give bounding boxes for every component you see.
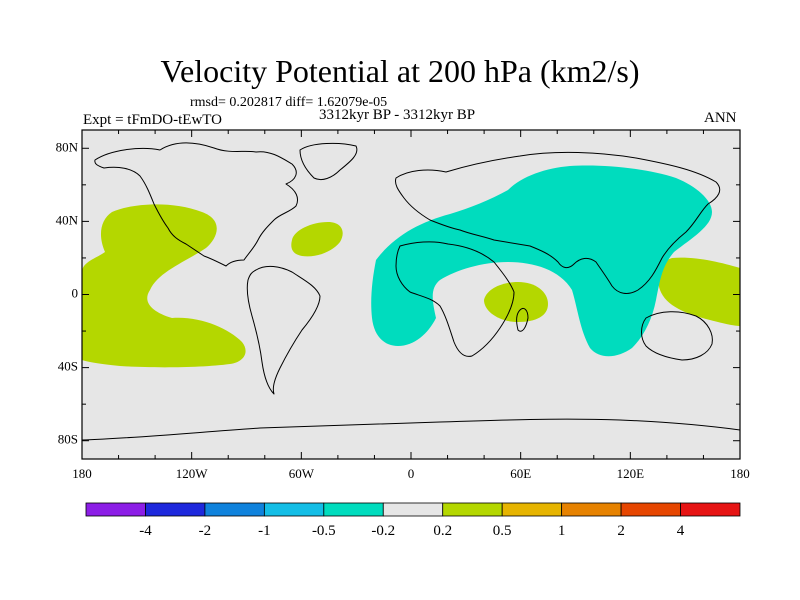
colorbar-swatch <box>501 502 563 517</box>
colorbar-swatch <box>204 502 265 517</box>
coast-north-america <box>94 142 299 267</box>
lon-label: 60W <box>289 466 315 481</box>
colorbar-label: 0.5 <box>493 523 512 539</box>
coast-eurasia <box>395 151 721 294</box>
region-positive-atlantic <box>291 222 343 257</box>
coast-greenland <box>299 142 358 181</box>
coastlines <box>81 142 741 441</box>
latitude-labels: 80N 40N 0 40S 80S <box>56 139 79 446</box>
colorbar-label: -2 <box>199 523 212 539</box>
colorbar-label: 0.2 <box>433 523 452 539</box>
colorbar-label: -1 <box>258 523 271 539</box>
lon-label: 0 <box>408 466 415 481</box>
region-positive-west-pacific <box>658 257 740 326</box>
region-positive-east-africa <box>484 282 548 322</box>
longitude-labels: 180 120W 60W 0 60E 120E 180 <box>72 466 750 481</box>
coast-madagascar <box>516 307 529 332</box>
coast-antarctica <box>81 418 741 441</box>
colorbar-swatch <box>85 502 146 517</box>
lat-label: 80N <box>56 139 79 154</box>
colorbar-swatch <box>442 502 503 517</box>
colorbar-label: -0.5 <box>312 523 336 539</box>
colorbar-labels: -4 -2 -1 -0.5 -0.2 0.2 0.5 1 2 4 <box>139 523 685 539</box>
colorbar-swatch <box>620 502 681 517</box>
period-label: 3312kyr BP - 3312kyr BP <box>319 107 476 123</box>
colorbar-swatch <box>680 502 741 517</box>
colorbar-swatch <box>323 502 384 517</box>
lon-label: 120E <box>617 466 645 481</box>
lat-label: 40N <box>56 212 79 227</box>
colorbar-label: 4 <box>677 523 685 539</box>
colorbar-swatch <box>145 502 206 517</box>
lat-label: 80S <box>58 432 78 447</box>
axis-ticks <box>81 130 741 459</box>
colorbar-swatch <box>263 502 325 517</box>
coast-south-america <box>246 265 321 395</box>
colorbar-label: -0.2 <box>371 523 395 539</box>
colorbar-label: 2 <box>617 523 625 539</box>
region-positive-east-pacific <box>82 204 246 368</box>
colorbar-swatch <box>382 502 444 517</box>
lon-label: 60E <box>510 466 531 481</box>
coast-africa <box>395 241 515 357</box>
anomaly-regions <box>82 165 740 368</box>
colorbar <box>85 502 741 517</box>
stats-label: rmsd= 0.202817 diff= 1.62079e-05 <box>190 95 388 110</box>
lat-label: 0 <box>72 285 79 300</box>
colorbar-swatch <box>561 502 622 517</box>
season-label: ANN <box>704 110 737 126</box>
map-title: Velocity Potential at 200 hPa (km2/s) <box>160 53 640 89</box>
region-negative-eastern-hemisphere <box>371 165 712 357</box>
lon-label: 180 <box>730 466 750 481</box>
lat-label: 40S <box>58 359 78 374</box>
lon-label: 120W <box>176 466 209 481</box>
coast-australia <box>641 311 713 361</box>
experiment-label: Expt = tFmDO-tEwTO <box>83 112 223 128</box>
colorbar-label: -4 <box>139 523 152 539</box>
lon-label: 180 <box>72 466 92 481</box>
colorbar-label: 1 <box>558 523 566 539</box>
